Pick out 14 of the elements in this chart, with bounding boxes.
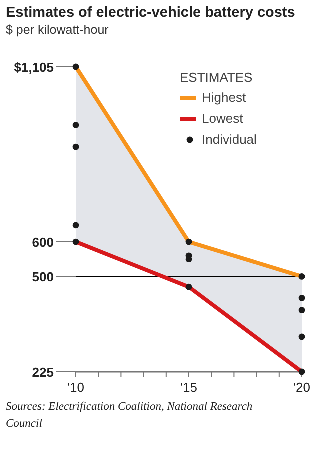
legend-label: Lowest: [202, 111, 244, 126]
y-tick-label: 225: [32, 365, 54, 380]
x-tick-label: '20: [294, 380, 310, 395]
legend-title: ESTIMATES: [180, 70, 254, 85]
y-tick-label: 500: [32, 270, 54, 285]
y-tick-label: 600: [32, 235, 54, 250]
x-tick-label: '15: [180, 380, 198, 395]
legend-label: Individual: [202, 132, 258, 147]
y-tick-label: $1,105: [14, 60, 54, 75]
legend-label: Highest: [202, 90, 246, 105]
source-note: Sources: Electrification Coalition, National Research Council: [6, 401, 253, 430]
chart-title: Estimates of electric-vehicle battery costs: [6, 5, 296, 21]
x-tick-label: '10: [68, 380, 84, 395]
chart-subtitle: $ per kilowatt-hour: [6, 23, 109, 37]
